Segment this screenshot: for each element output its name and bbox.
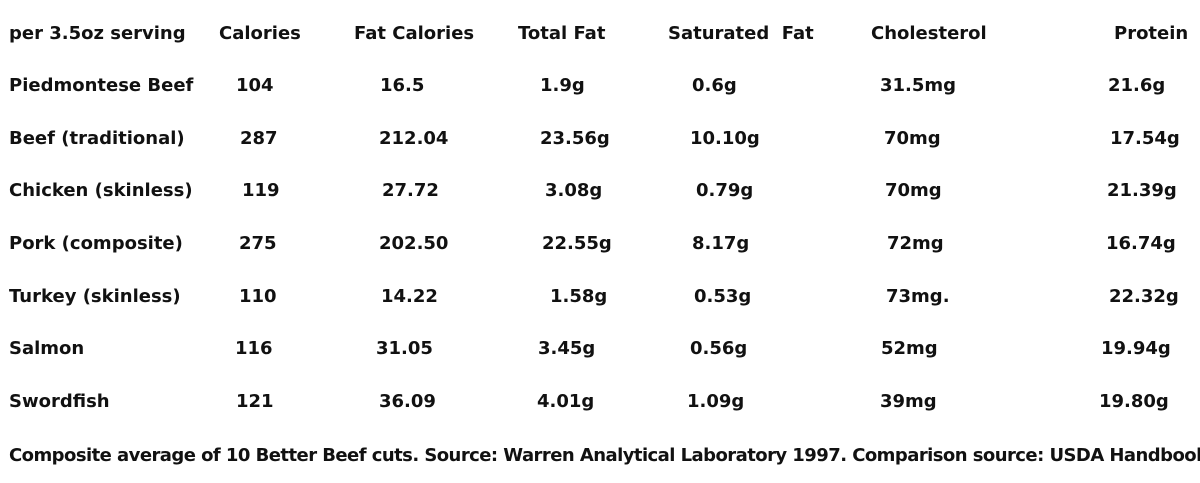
row-protein: 22.32g [1109, 286, 1179, 307]
row-protein: 21.39g [1107, 180, 1177, 201]
row-total-fat: 22.55g [542, 233, 612, 254]
row-fat-calories: 36.09 [379, 391, 436, 412]
row-saturated-fat: 0.6g [692, 75, 737, 96]
header-serving: per 3.5oz serving [9, 23, 186, 44]
row-total-fat: 4.01g [537, 391, 595, 412]
row-calories: 121 [236, 391, 274, 412]
row-food-name: Beef (traditional) [9, 128, 185, 149]
row-saturated-fat: 0.56g [690, 338, 748, 359]
row-saturated-fat: 1.09g [687, 391, 745, 412]
row-protein: 17.54g [1110, 128, 1180, 149]
row-food-name: Chicken (skinless) [9, 180, 193, 201]
row-fat-calories: 31.05 [376, 338, 433, 359]
header-saturated-fat: Saturated Fat [668, 23, 814, 44]
row-fat-calories: 14.22 [381, 286, 438, 307]
row-total-fat: 3.08g [545, 180, 603, 201]
row-protein: 16.74g [1106, 233, 1176, 254]
row-protein: 19.94g [1101, 338, 1171, 359]
header-protein: Protein [1114, 23, 1189, 44]
row-saturated-fat: 8.17g [692, 233, 750, 254]
header-total-fat: Total Fat [518, 23, 606, 44]
row-food-name: Pork (composite) [9, 233, 183, 254]
header-calories: Calories [219, 23, 301, 44]
row-food-name: Piedmontese Beef [9, 75, 194, 96]
row-food-name: Swordfish [9, 391, 110, 412]
row-fat-calories: 202.50 [379, 233, 449, 254]
row-calories: 275 [239, 233, 277, 254]
row-fat-calories: 16.5 [380, 75, 425, 96]
row-protein: 21.6g [1108, 75, 1166, 96]
row-cholesterol: 70mg [884, 128, 941, 149]
row-saturated-fat: 10.10g [690, 128, 760, 149]
row-total-fat: 23.56g [540, 128, 610, 149]
row-fat-calories: 27.72 [382, 180, 439, 201]
row-food-name: Salmon [9, 338, 85, 359]
row-total-fat: 3.45g [538, 338, 596, 359]
row-calories: 287 [240, 128, 278, 149]
row-calories: 110 [239, 286, 277, 307]
source-footnote: Composite average of 10 Better Beef cuts… [9, 445, 1200, 466]
row-total-fat: 1.58g [550, 286, 608, 307]
row-cholesterol: 31.5mg [880, 75, 957, 96]
row-food-name: Turkey (skinless) [9, 286, 181, 307]
header-cholesterol: Cholesterol [871, 23, 987, 44]
row-total-fat: 1.9g [540, 75, 585, 96]
row-fat-calories: 212.04 [379, 128, 449, 149]
row-calories: 119 [242, 180, 280, 201]
row-calories: 104 [236, 75, 274, 96]
header-fat-calories: Fat Calories [354, 23, 475, 44]
row-cholesterol: 72mg [887, 233, 944, 254]
row-saturated-fat: 0.79g [696, 180, 754, 201]
row-calories: 116 [235, 338, 273, 359]
row-cholesterol: 73mg. [886, 286, 950, 307]
row-protein: 19.80g [1099, 391, 1169, 412]
row-cholesterol: 52mg [881, 338, 938, 359]
row-saturated-fat: 0.53g [694, 286, 752, 307]
row-cholesterol: 70mg [885, 180, 942, 201]
row-cholesterol: 39mg [880, 391, 937, 412]
